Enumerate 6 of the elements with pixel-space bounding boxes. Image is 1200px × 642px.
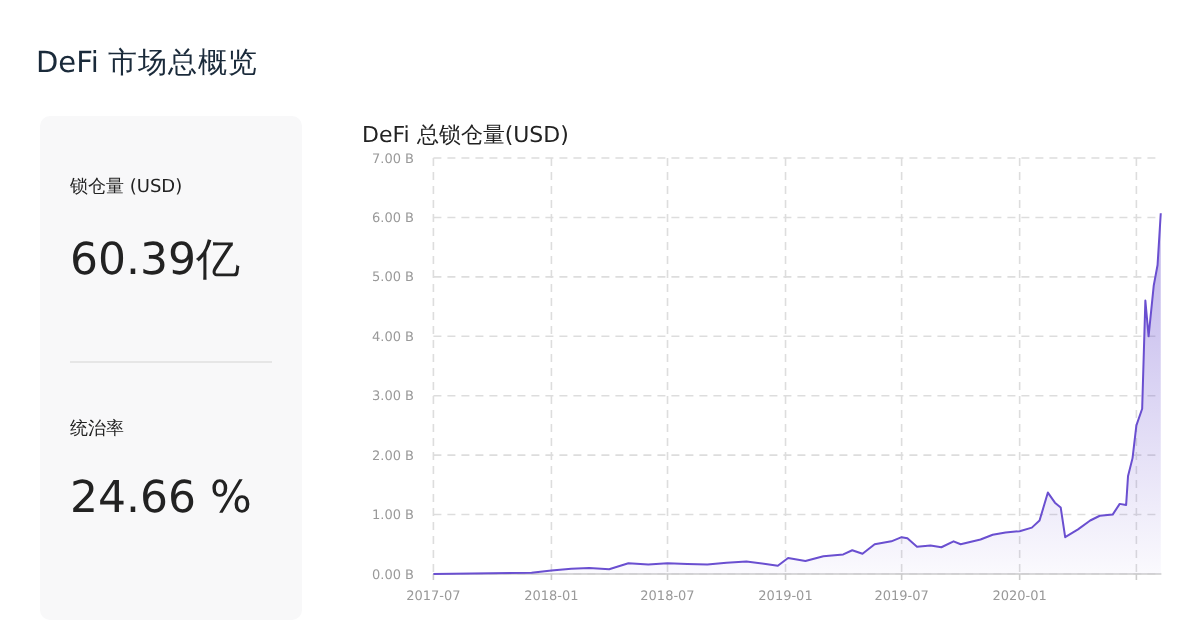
text: 统治率: [70, 418, 124, 440]
text: DeFi 市场总概览: [36, 46, 259, 80]
chart-title: DeFi 总锁仓量(USD): [362, 122, 569, 148]
text: 24.66 %: [70, 474, 252, 524]
text: 60.39亿: [70, 236, 240, 286]
text: 锁仓量 (USD): [68, 176, 183, 198]
